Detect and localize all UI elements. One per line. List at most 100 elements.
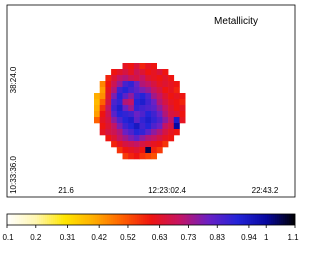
colorbar-swatch (69, 214, 72, 225)
heatmap-cell (145, 99, 152, 106)
colorbar-swatch (51, 214, 54, 225)
heatmap-cell (151, 69, 157, 76)
colorbar-swatch (275, 214, 278, 225)
heatmap-cell (139, 153, 146, 160)
colorbar-swatch (223, 214, 226, 225)
colorbar-swatch (31, 214, 34, 225)
heatmap-cell (151, 93, 157, 100)
colorbar-swatch (39, 214, 42, 225)
heatmap-cell (145, 105, 152, 112)
colorbar-swatch (271, 214, 274, 225)
colorbar-swatch (145, 214, 148, 225)
heatmap-cell (128, 93, 135, 100)
colorbar-swatch (33, 214, 36, 225)
heatmap-cell (133, 123, 140, 130)
colorbar-swatch (99, 214, 102, 225)
heatmap-cell (116, 99, 123, 106)
heatmap-cell (116, 147, 123, 154)
colorbar-swatch (193, 214, 196, 225)
colorbar-swatch (291, 214, 294, 225)
colorbar-swatch (73, 214, 76, 225)
colorbar-swatch (219, 214, 222, 225)
colorbar-swatch (83, 214, 86, 225)
x-tick-label: 12:23:02.4 (148, 186, 186, 195)
colorbar-swatch (55, 214, 58, 225)
heatmap-cell (145, 75, 152, 82)
heatmap-cell (139, 93, 146, 100)
heatmap-cell (116, 81, 123, 88)
heatmap-cell (122, 81, 129, 88)
colorbar-swatch (89, 214, 92, 225)
heatmap-cell (139, 63, 146, 70)
colorbar-swatch (53, 214, 56, 225)
heatmap-cell (162, 69, 169, 76)
heatmap-cell (151, 153, 157, 160)
heatmap-cell (168, 117, 175, 124)
heatmap-cell (111, 69, 118, 76)
heatmap-cell (162, 141, 169, 148)
heatmap-cell (145, 153, 152, 160)
chart: Metallicity 21.6 12:23:02.4 22:43.2 38:24.0… (2, 4, 299, 242)
colorbar-swatch (131, 214, 134, 225)
heatmap-cell (128, 99, 135, 106)
heatmap-cell (133, 81, 140, 88)
heatmap-cell (99, 99, 106, 106)
colorbar-tick-label: 0.73 (181, 233, 197, 242)
heatmap-cell (116, 69, 123, 76)
heatmap-cell (139, 123, 146, 130)
heatmap-cell (122, 147, 129, 154)
colorbar-swatch (121, 214, 124, 225)
colorbar-swatch (27, 214, 30, 225)
colorbar-swatch (61, 214, 64, 225)
colorbar-swatch (261, 214, 264, 225)
colorbar-swatch (113, 214, 116, 225)
colorbar-swatch (15, 214, 18, 225)
colorbar-swatch (171, 214, 174, 225)
colorbar-swatch (159, 214, 162, 225)
heatmap-cell (128, 117, 135, 124)
colorbar-swatch (163, 214, 166, 225)
colorbar-swatch (25, 214, 28, 225)
heatmap-cell (128, 135, 135, 142)
heatmap-cell (139, 69, 146, 76)
heatmap-cell (156, 69, 163, 76)
heatmap-cell (156, 117, 163, 124)
colorbar-swatch (247, 214, 250, 225)
heatmap-cell (122, 69, 129, 76)
colorbar-swatch (115, 214, 118, 225)
heatmap-cell (145, 123, 152, 130)
heatmap-cell (168, 93, 175, 100)
heatmap-cell (133, 75, 140, 82)
heatmap-cell (145, 81, 152, 88)
colorbar-swatch (253, 214, 256, 225)
heatmap-cell (168, 75, 175, 82)
colorbar-swatch (199, 214, 202, 225)
colorbar-swatch (217, 214, 220, 225)
y-tick-label: 10:33:36.0 (9, 156, 18, 194)
colorbar-swatch (57, 214, 60, 225)
colorbar-swatch (233, 214, 236, 225)
heatmap-cell (156, 123, 163, 130)
heatmap-cell (99, 111, 106, 118)
heatmap-cell (168, 123, 175, 130)
heatmap-cell (145, 87, 152, 94)
colorbar-swatch (181, 214, 184, 225)
colorbar-swatch (285, 214, 288, 225)
colorbar-swatch (59, 214, 62, 225)
heatmap-cell (139, 99, 146, 106)
colorbar-tick-label: 0.52 (120, 233, 136, 242)
colorbar-swatch (197, 214, 200, 225)
heatmap-cell (145, 129, 152, 136)
y-tick-label: 38:24.0 (9, 66, 18, 93)
colorbar-tick-label: 0.63 (152, 233, 168, 242)
colorbar-swatch (239, 214, 242, 225)
colorbar-swatch (237, 214, 240, 225)
heatmap-cell (116, 129, 123, 136)
colorbar-swatch (13, 214, 16, 225)
colorbar-swatch (21, 214, 24, 225)
heatmap-cell (179, 111, 186, 118)
colorbar-swatch (263, 214, 266, 225)
colorbar-swatch (221, 214, 224, 225)
heatmap-cell (162, 105, 169, 112)
